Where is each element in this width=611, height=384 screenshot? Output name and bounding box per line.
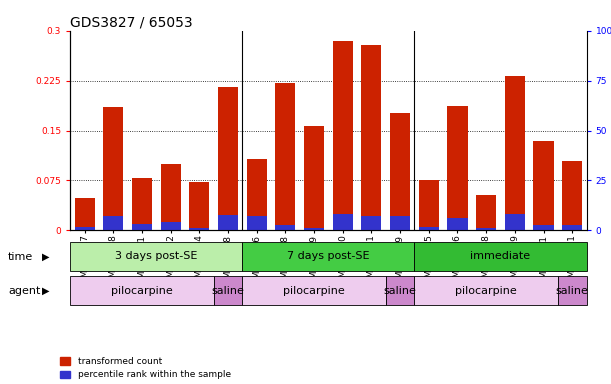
Bar <box>333 41 353 230</box>
Text: saline: saline <box>556 286 588 296</box>
Bar <box>70 276 214 305</box>
Bar <box>103 107 123 230</box>
Bar <box>476 228 496 230</box>
Bar <box>189 228 210 230</box>
Text: ▶: ▶ <box>42 252 49 262</box>
Bar <box>333 214 353 230</box>
Bar <box>361 216 381 230</box>
Text: 3 days post-SE: 3 days post-SE <box>115 251 197 262</box>
Legend: transformed count, percentile rank within the sample: transformed count, percentile rank withi… <box>59 357 231 379</box>
Bar <box>304 228 324 230</box>
Bar <box>361 45 381 230</box>
Bar <box>218 87 238 230</box>
Text: pilocarpine: pilocarpine <box>111 286 173 296</box>
Bar <box>390 217 410 230</box>
Text: saline: saline <box>384 286 417 296</box>
Bar <box>189 182 210 230</box>
Bar <box>558 276 587 305</box>
Bar <box>75 227 95 230</box>
Bar <box>419 180 439 230</box>
Bar <box>132 224 152 230</box>
Bar <box>505 214 525 230</box>
Bar <box>132 179 152 230</box>
Bar <box>505 76 525 230</box>
Bar <box>161 222 181 230</box>
Text: immediate: immediate <box>470 251 530 262</box>
Text: GDS3827 / 65053: GDS3827 / 65053 <box>70 16 193 30</box>
Bar <box>161 164 181 230</box>
Text: 7 days post-SE: 7 days post-SE <box>287 251 370 262</box>
Bar <box>419 227 439 230</box>
Bar <box>414 276 558 305</box>
Bar <box>70 242 243 271</box>
Bar <box>386 276 414 305</box>
Bar <box>533 225 554 230</box>
Bar <box>214 276 243 305</box>
Bar <box>304 126 324 230</box>
Bar <box>533 141 554 230</box>
Bar <box>562 161 582 230</box>
Text: pilocarpine: pilocarpine <box>455 286 517 296</box>
Bar <box>75 199 95 230</box>
Bar <box>390 113 410 230</box>
Bar <box>447 218 467 230</box>
Text: agent: agent <box>8 286 40 296</box>
Text: ▶: ▶ <box>42 286 49 296</box>
Bar <box>103 216 123 230</box>
Bar <box>562 225 582 230</box>
Bar <box>218 215 238 230</box>
Text: saline: saline <box>211 286 244 296</box>
Bar <box>247 159 267 230</box>
Bar <box>243 276 386 305</box>
Text: pilocarpine: pilocarpine <box>283 286 345 296</box>
Bar <box>414 242 587 271</box>
Bar <box>276 225 296 230</box>
Bar <box>447 106 467 230</box>
Bar <box>276 83 296 230</box>
Bar <box>243 242 414 271</box>
Bar <box>476 195 496 230</box>
Text: time: time <box>8 252 33 262</box>
Bar <box>247 216 267 230</box>
